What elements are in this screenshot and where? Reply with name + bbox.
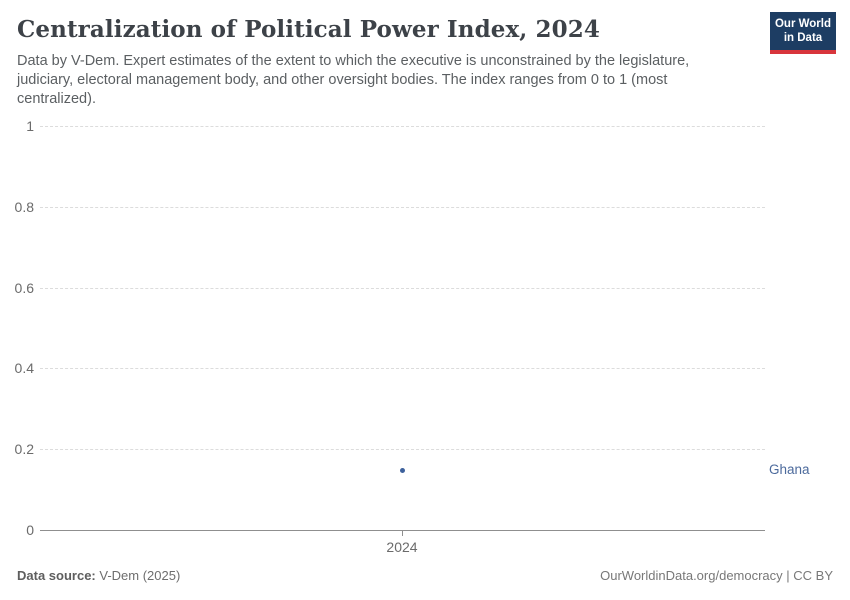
y-tick-label: 0.6 — [14, 279, 34, 296]
x-tick-label: 2024 — [386, 539, 418, 555]
y-gridline — [40, 368, 765, 370]
credit-text: OurWorldinData.org/democracy | CC BY — [600, 568, 833, 583]
y-tick-label: 0.8 — [14, 198, 34, 215]
y-gridline — [40, 287, 765, 289]
data-point-ghana[interactable] — [399, 467, 405, 473]
chart-footer: Data source: V-Dem (2025) OurWorldinData… — [17, 568, 833, 583]
y-gridline — [40, 206, 765, 208]
y-gridline — [40, 126, 765, 127]
data-source-label: Data source: — [17, 568, 96, 583]
x-tick-mark — [402, 531, 403, 536]
data-source-value: V-Dem (2025) — [99, 568, 181, 583]
chart-header: Centralization of Political Power Index,… — [17, 12, 836, 109]
data-source: Data source: V-Dem (2025) — [17, 568, 180, 583]
owid-logo-line1: Our World — [774, 18, 831, 30]
y-tick-label: 0.4 — [14, 360, 34, 377]
y-gridline — [40, 449, 765, 451]
owid-logo[interactable]: Our World in Data — [770, 12, 836, 54]
chart-subtitle: Data by V-Dem. Expert estimates of the e… — [17, 53, 690, 107]
y-tick-label: 0 — [26, 522, 34, 538]
y-tick-label: 0.2 — [14, 441, 34, 458]
entity-label-ghana[interactable]: Ghana — [769, 462, 810, 478]
chart-title: Centralization of Political Power Index,… — [17, 16, 600, 43]
owid-logo-line2: in Data — [783, 32, 823, 44]
y-tick-label: 1 — [26, 118, 34, 134]
x-axis-line — [40, 530, 765, 531]
